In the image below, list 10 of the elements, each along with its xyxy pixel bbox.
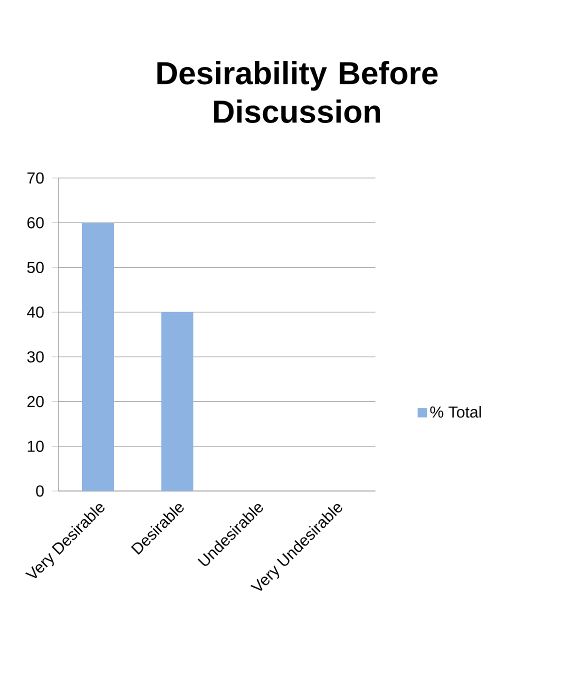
y-tick-label: 40 [26, 306, 44, 318]
chart-title: Desirability Before Discussion [157, 61, 438, 123]
legend-label: % Total [430, 406, 481, 418]
y-tick-label: 30 [27, 351, 44, 362]
y-tick-label: 70 [27, 172, 44, 184]
y-tick-label: 10 [28, 440, 44, 452]
y-tick-label: 50 [27, 262, 44, 274]
y-tick-label: 0 [36, 485, 44, 497]
y-tick-label: 60 [27, 217, 44, 228]
y-tick-label: 20 [27, 396, 44, 408]
